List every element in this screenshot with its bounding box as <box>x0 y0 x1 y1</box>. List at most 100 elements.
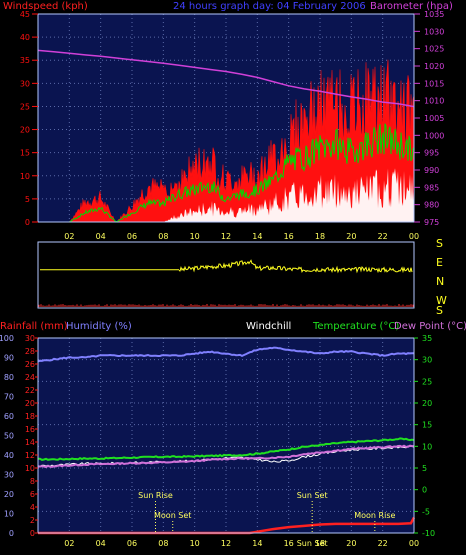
barometer-tick-label: 990 <box>424 166 439 175</box>
rainfall-tick-label: 16 <box>25 425 35 434</box>
rainfall-tick-label: 2 <box>30 516 35 525</box>
temperature-tick-label: -5 <box>422 507 430 516</box>
humidity-tick-label: 90 <box>4 354 14 363</box>
humidity-tick-label: 10 <box>4 510 14 519</box>
humidity-tick-label: 70 <box>4 393 14 402</box>
rainfall-tick-label: 14 <box>25 438 35 447</box>
rainfall-tick-label: 8 <box>30 477 35 486</box>
windspeed-tick-label: 40 <box>20 33 30 42</box>
temperature-tick-label: 10 <box>422 442 432 451</box>
windspeed-tick-label: 15 <box>20 149 30 158</box>
direction-label-w: W <box>436 294 447 307</box>
rainfall-tick-label: 0 <box>30 529 35 538</box>
temp-hour-tick-label: 02 <box>64 539 74 548</box>
rainfall-tick-label: 24 <box>25 373 35 382</box>
temp-hour-tick-label: 18 <box>315 539 325 548</box>
rainfall-tick-label: 22 <box>25 386 35 395</box>
direction-plot-frame <box>37 241 415 309</box>
direction-label-e: E <box>436 256 443 269</box>
barometer-tick-label: 980 <box>424 201 439 210</box>
humidity-tick-label: 0 <box>9 529 14 538</box>
temperature-tick-label: 35 <box>422 334 432 343</box>
annotation-label: Moon Set <box>154 511 191 520</box>
direction-label-s-top: S <box>436 237 443 250</box>
temperature-plot-area <box>38 338 414 533</box>
temperature-tick-label: -10 <box>422 529 435 538</box>
rainfall-tick-label: 28 <box>25 347 35 356</box>
wind-direction-line <box>178 259 413 274</box>
direction-label-s-bottom: S <box>436 304 443 317</box>
windspeed-axis-label: Windspeed (kph) <box>3 1 88 12</box>
graph-title: 24 hours graph day: 04 February 2006 <box>173 1 366 12</box>
barometer-tick-label: 1005 <box>424 114 444 123</box>
windspeed-tick-label: 10 <box>20 172 30 181</box>
wind-hour-tick-label: 08 <box>158 232 168 241</box>
wind-hour-tick-label: 18 <box>315 232 325 241</box>
dewpoint-line <box>37 444 414 469</box>
barometer-axis-label: Barometer (hpa) <box>370 1 453 12</box>
windspeed-tick-label: 30 <box>20 79 30 88</box>
wind-direction-plot <box>37 241 415 309</box>
temp-hour-tick-label: 00 <box>409 539 419 548</box>
rainfall-tick-label: 26 <box>25 360 35 369</box>
temperature-tick-label: 0 <box>422 486 427 495</box>
humidity-tick-label: 40 <box>4 451 14 460</box>
windspeed-tick-label: 35 <box>20 56 30 65</box>
temperature-tick-label: 30 <box>422 356 432 365</box>
temp-plot-frame <box>37 337 415 534</box>
wind-hour-tick-label: 12 <box>221 232 231 241</box>
temp-hour-tick-label: 10 <box>190 539 200 548</box>
barometer-tick-label: 1020 <box>424 62 444 71</box>
barometer-tick-label: 1025 <box>424 45 444 54</box>
rainfall-tick-label: 30 <box>25 334 35 343</box>
barometer-line <box>37 49 415 108</box>
wind-hour-tick-label: 10 <box>190 232 200 241</box>
windspeed-tick-label: 45 <box>20 10 30 19</box>
wind-gust-area <box>38 59 415 223</box>
wind-plot-series <box>37 49 415 223</box>
annotation-label: Sun Rise <box>138 491 173 500</box>
rainfall-tick-label: 6 <box>30 490 35 499</box>
temperature-plot-grid <box>38 337 415 534</box>
barometer-tick-label: 1010 <box>424 97 444 106</box>
temperature-plot-axes: 0102030405060708090100024681012141618202… <box>0 334 435 548</box>
temp-hour-tick-label: 12 <box>221 539 231 548</box>
wind-hour-tick-label: 06 <box>127 232 137 241</box>
rainfall-tick-label: 10 <box>25 464 35 473</box>
wind-hour-tick-label: 00 <box>409 232 419 241</box>
barometer-tick-label: 1035 <box>424 10 444 19</box>
humidity-line <box>37 346 415 363</box>
annotation-label: Sun Set <box>297 539 328 548</box>
direction-label-n: N <box>436 275 444 288</box>
rainfall-tick-label: 18 <box>25 412 35 421</box>
wind-hour-tick-label: 20 <box>346 232 356 241</box>
temp-hour-tick-label: 14 <box>252 539 262 548</box>
rainfall-tick-label: 20 <box>25 399 35 408</box>
barometer-tick-label: 995 <box>424 149 439 158</box>
temperature-tick-label: 5 <box>422 464 427 473</box>
direction-base-ticks <box>38 304 414 307</box>
wind-plot-axes: 0510152025303540459759809859909951000100… <box>20 10 445 241</box>
temp-hour-tick-label: 16 <box>284 539 294 548</box>
barometer-tick-label: 1015 <box>424 79 444 88</box>
temp-hour-tick-label: 08 <box>158 539 168 548</box>
wind-hour-tick-label: 16 <box>284 232 294 241</box>
rainfall-axis-label: Rainfall (mm) <box>0 321 68 332</box>
wind-lull-area <box>38 168 414 222</box>
temp-hour-tick-label: 04 <box>96 539 106 548</box>
annotation-label: Moon Rise <box>354 511 395 520</box>
barometer-tick-label: 1000 <box>424 131 444 140</box>
wind-average-line <box>38 123 415 223</box>
temperature-axis-label: Temperature (°C) <box>312 321 399 332</box>
wind-hour-tick-label: 04 <box>96 232 106 241</box>
temp-hour-tick-label: 06 <box>127 539 137 548</box>
barometer-tick-label: 985 <box>424 183 439 192</box>
astronomy-annotations: Sun Rise Moon Set Sun Set Moon Rise Sun Set <box>138 491 395 548</box>
dewpoint-axis-label: Dew Point (°C) <box>394 321 466 332</box>
temp-hour-tick-label: 22 <box>378 539 388 548</box>
windspeed-tick-label: 5 <box>25 195 30 204</box>
rainfall-tick-label: 4 <box>30 503 35 512</box>
barometer-tick-label: 1030 <box>424 27 444 36</box>
temperature-line <box>38 437 415 461</box>
